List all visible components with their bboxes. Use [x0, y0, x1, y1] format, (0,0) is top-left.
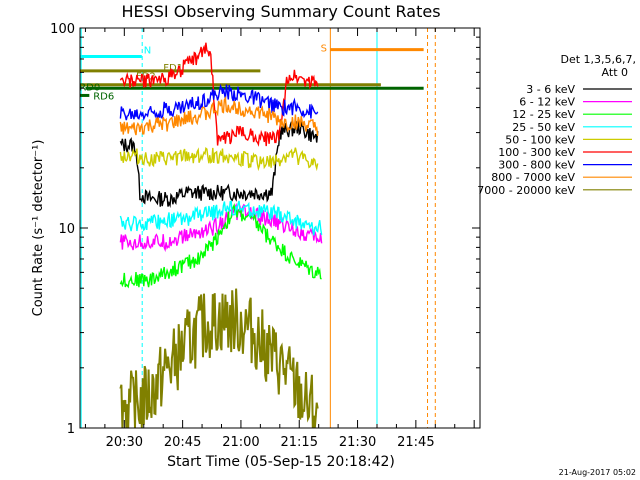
- chart-title: HESSI Observing Summary Count Rates: [121, 2, 440, 21]
- y-axis-label: Count Rate (s⁻¹ detector⁻¹): [31, 140, 46, 317]
- x-tick-label-5: 21:45: [397, 435, 434, 450]
- y-tick-label-2: 1: [67, 422, 75, 437]
- flag-label-s: S: [321, 43, 327, 54]
- x-tick-label-4: 21:30: [339, 435, 376, 450]
- flag-label-n: N: [144, 46, 151, 57]
- legend-label-2: 12 - 25 keV: [512, 108, 575, 121]
- series-3: [119, 200, 323, 236]
- series-lines: [119, 42, 323, 429]
- series-line-4: [119, 147, 319, 172]
- flag-label-fd1: FD1: [163, 63, 183, 74]
- legend-label-8: 7000 - 20000 keV: [477, 184, 575, 197]
- legend-title-line-1: Det 1,3,5,6,7,: [560, 53, 636, 66]
- x-tick-label-1: 20:45: [164, 435, 201, 450]
- x-axis-label: Start Time (05-Sep-15 20:18:42): [167, 454, 395, 470]
- y-tick-label-0: 100: [50, 22, 75, 37]
- x-tick-label-2: 21:00: [222, 435, 259, 450]
- x-axis-ticks: 20:30 20:45 21:00 21:15 21:30 21:45: [84, 28, 475, 450]
- legend-label-7: 800 - 7000 keV: [491, 171, 575, 184]
- legend-title-line-2: Att 0: [602, 66, 628, 79]
- y-axis-ticks: 100 10 1: [50, 22, 480, 437]
- flag-label-rd0: RD0: [79, 82, 100, 93]
- series-7: [119, 95, 319, 136]
- series-6: [119, 83, 319, 122]
- series-1: [119, 202, 323, 253]
- series-line-2: [119, 202, 322, 289]
- series-line-8: [119, 288, 319, 429]
- flag-label-rd6: RD6: [93, 91, 114, 102]
- y-tick-label-1: 10: [58, 222, 75, 237]
- series-8: [119, 288, 319, 429]
- legend-label-5: 100 - 300 keV: [498, 146, 575, 159]
- legend-label-3: 25 - 50 keV: [512, 121, 575, 134]
- series-line-6: [119, 83, 319, 122]
- series-2: [119, 202, 322, 289]
- series-line-1: [119, 202, 323, 253]
- series-line-7: [119, 95, 319, 136]
- series-4: [119, 147, 319, 172]
- legend-label-1: 6 - 12 keV: [519, 96, 575, 109]
- legend-label-0: 3 - 6 keV: [526, 83, 575, 96]
- series-0: [119, 120, 319, 209]
- legend-label-4: 50 - 100 keV: [505, 133, 575, 146]
- footer-timestamp: 21-Aug-2017 05:02: [559, 468, 636, 477]
- legend-label-6: 300 - 800 keV: [498, 159, 575, 172]
- series-line-3: [119, 200, 323, 236]
- x-tick-label-3: 21:15: [281, 435, 318, 450]
- series-line-0: [119, 120, 319, 209]
- x-tick-label-0: 20:30: [106, 435, 143, 450]
